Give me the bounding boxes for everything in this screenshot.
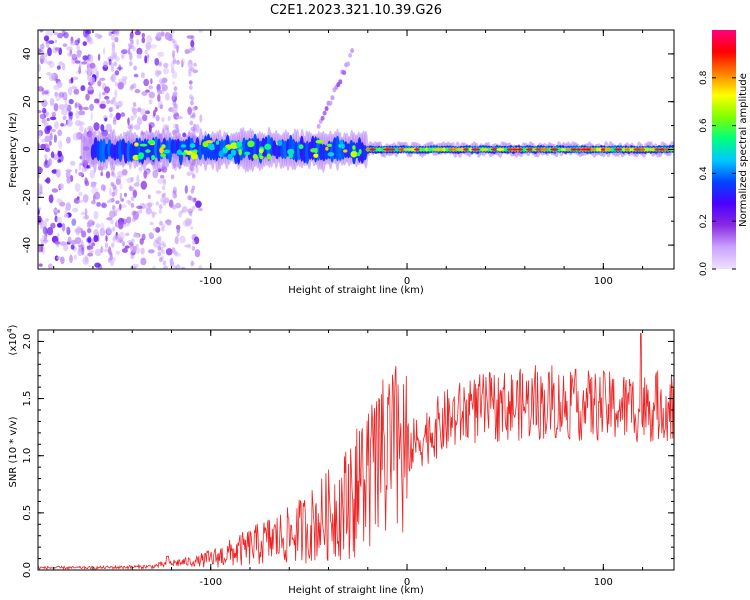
spectrogram-ylabel: Frequency (Hz): [8, 112, 19, 188]
colorbar-tick-label: 0.8: [699, 70, 709, 85]
snr-panel: -100 0 100 0.0 0.5 1.0 1.5 2.0 Height of straig…: [6, 324, 675, 596]
snr-xtick-label: -100: [199, 577, 222, 588]
snr-frame: [37, 329, 675, 571]
colorbar-tick-label: 0.2: [699, 214, 709, 228]
snr-ylabel: SNR (10 * v/v): [8, 416, 19, 487]
colorbar-ticks: 0.0 0.2 0.4 0.6 0.8: [699, 70, 736, 276]
spectrogram-ytick-label: 0: [22, 146, 33, 152]
spectrogram-marks: [38, 30, 674, 269]
colorbar-tick-label: 0.4: [699, 166, 709, 181]
colorbar-label: Normalized spectral amplitude: [738, 73, 749, 227]
spectrogram-ytick-label: -40: [22, 237, 33, 253]
colorbar: 0.0 0.2 0.4 0.6 0.8 Normalized spectral ampl…: [699, 30, 749, 276]
colorbar-tick-label: 0.6: [699, 118, 709, 133]
colorbar-gradient: [712, 30, 736, 269]
snr-xtick-label: 0: [404, 577, 410, 588]
snr-ytick-label: 0.5: [22, 505, 33, 521]
snr-ticks: -100 0 100 0.0 0.5 1.0 1.5 2.0: [22, 330, 674, 588]
snr-ytick-label: 2.0: [22, 333, 33, 349]
snr-ytick-label: 1.5: [22, 391, 33, 407]
spectrogram-ticks: -100 0 100 40 20 0 -20 -40: [22, 29, 674, 287]
snr-xlabel: Height of straight line (km): [288, 585, 424, 596]
spectrogram-xtick-label: 0: [404, 276, 410, 287]
spectrogram-ytick-label: 20: [22, 95, 33, 108]
spectrogram-xtick-label: -100: [199, 276, 222, 287]
snr-yscale-label: (x104): [6, 324, 19, 355]
spectrogram-ytick-label: 40: [22, 48, 33, 61]
snr-xtick-label: 100: [594, 577, 613, 588]
figure-title: C2E1.2023.321.10.39.G26: [270, 3, 442, 18]
spectrogram-xtick-label: 100: [594, 276, 613, 287]
snr-ytick-label: 0.0: [22, 562, 33, 578]
snr-ytick-label: 1.0: [22, 448, 33, 464]
colorbar-tick-label: 0.0: [699, 262, 709, 277]
spectrogram-panel: -100 0 100 40 20 0 -20 -40 Height of straight l…: [8, 29, 675, 296]
spectrogram-ytick-label: -20: [22, 189, 33, 205]
spectrogram-xlabel: Height of straight line (km): [288, 285, 424, 296]
snr-series-line: [38, 333, 674, 570]
